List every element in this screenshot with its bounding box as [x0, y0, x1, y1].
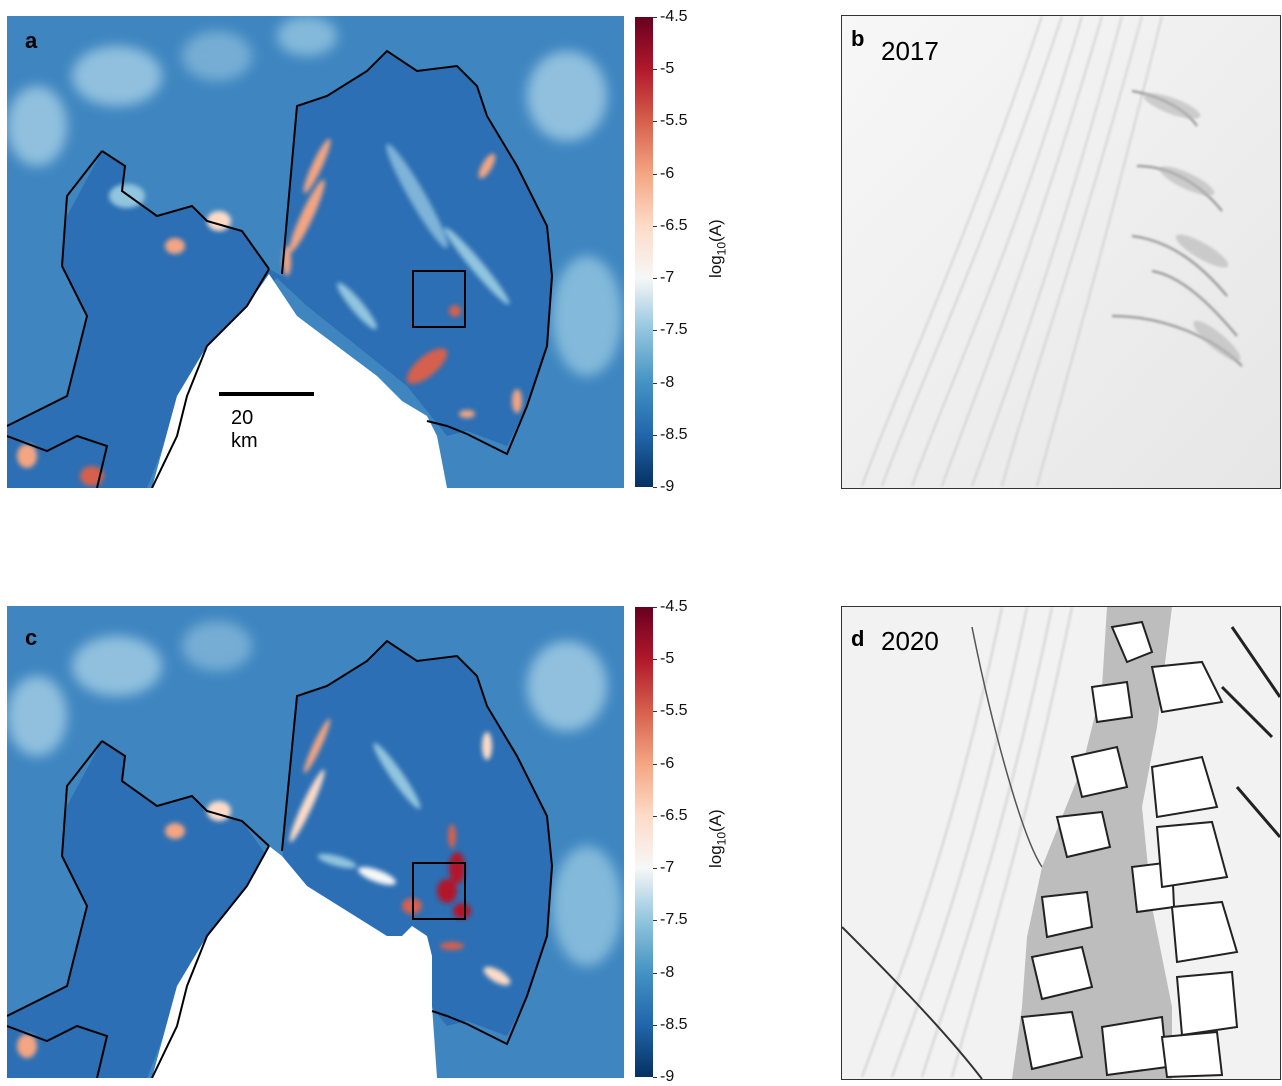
colorbar-tick-label: -7 [660, 269, 675, 287]
colorbar-tick-mark [653, 815, 657, 817]
colorbar-tick-label: -7 [660, 859, 675, 877]
colorbar-tick-mark [653, 17, 657, 18]
colorbar-tick-mark [653, 920, 657, 922]
year-label-2017: 2017 [881, 36, 939, 66]
colorbar-tick-label: -9 [660, 478, 675, 495]
colorbar-tick-label: -4.5 [660, 598, 688, 615]
colorbar-tick-label: -4.5 [660, 8, 688, 25]
colorbar-tick-label: -6.5 [660, 216, 688, 234]
colorbar-tick-label: -5.5 [660, 112, 688, 130]
colorbar-tick-mark [653, 382, 657, 384]
year-label-2020: 2020 [881, 626, 939, 656]
colorbar-tick-mark [653, 607, 657, 608]
colorbar-label: log10(A) [706, 219, 729, 278]
satellite-image-2017 [841, 15, 1281, 489]
colorbar-tick-label: -6 [660, 164, 675, 182]
colorbar-tick-label: -8.5 [660, 425, 688, 443]
satellite-image-2020 [841, 606, 1281, 1080]
colorbar-gradient [635, 607, 653, 1077]
colorbar-tick-label: -6.5 [660, 806, 688, 824]
panel-letter-d: d [851, 626, 865, 651]
panel-letter-c: c [25, 625, 38, 650]
colorbar-tick-mark [653, 434, 657, 436]
scale-bar-label: 20 km [231, 407, 258, 452]
colorbar-tick-mark [653, 1077, 657, 1078]
panel-letter-b: b [851, 26, 865, 51]
colorbar-tick-label: -8 [660, 373, 675, 391]
colorbar-tick-mark [653, 487, 657, 488]
colorbar-tick-label: -7.5 [660, 911, 688, 929]
colorbar-tick-label: -8.5 [660, 1015, 688, 1033]
colorbar-tick-mark [653, 1024, 657, 1026]
colorbar-tick-mark [653, 868, 657, 870]
colorbar-tick-mark [653, 330, 657, 332]
colorbar-tick-mark [653, 659, 657, 661]
colorbar-tick-label: -5 [660, 60, 675, 78]
map-c [7, 606, 624, 1078]
colorbar-tick-label: -9 [660, 1068, 675, 1085]
colorbar-tick-label: -5.5 [660, 702, 688, 720]
colorbar-tick-mark [653, 121, 657, 123]
colorbar-tick-label: -5 [660, 650, 675, 668]
colorbar-tick-mark [653, 278, 657, 280]
colorbar-gradient [635, 17, 653, 487]
colorbar-tick-mark [653, 173, 657, 175]
colorbar-label: log10(A) [706, 809, 729, 868]
colorbar-tick-label: -7.5 [660, 321, 688, 339]
colorbar-tick-mark [653, 69, 657, 71]
panel-letter-a: a [25, 28, 38, 53]
colorbar-tick-label: -8 [660, 963, 675, 981]
colorbar-tick-mark [653, 972, 657, 974]
colorbar-tick-mark [653, 225, 657, 227]
map-a [7, 16, 624, 488]
colorbar-tick-mark [653, 763, 657, 765]
colorbar-tick-label: -6 [660, 754, 675, 772]
colorbar-tick-mark [653, 711, 657, 713]
